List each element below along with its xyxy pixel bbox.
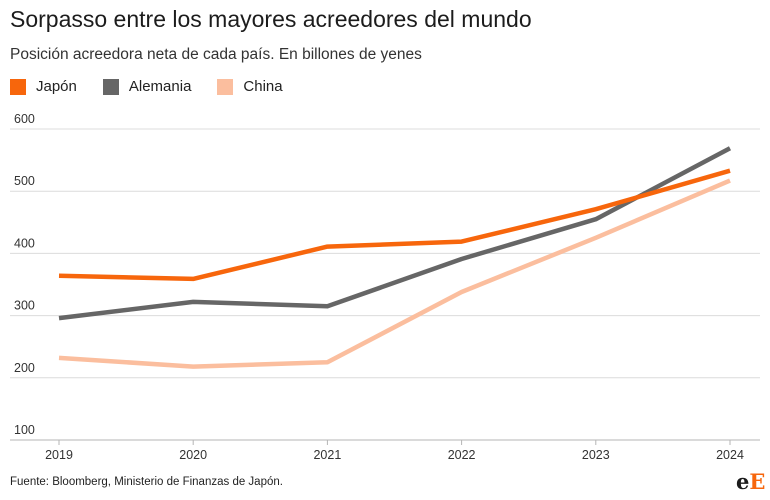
legend-item-china: China: [217, 78, 283, 95]
series-line-china: [58, 178, 731, 369]
logo-letter-E: E: [749, 469, 766, 494]
legend-label-japon: Japón: [36, 78, 77, 95]
publisher-logo: eE: [736, 469, 765, 494]
y-tick-label-100: 100: [14, 423, 35, 437]
x-tick-label-2024: 2024: [716, 448, 744, 462]
series-line-alemania: [58, 146, 732, 321]
x-tick-label-2020: 2020: [179, 448, 207, 462]
y-tick-label-500: 500: [14, 174, 35, 188]
legend-label-china: China: [243, 78, 283, 95]
logo-letter-e: e: [736, 469, 750, 494]
legend-swatch-china: [217, 78, 234, 95]
series-line-japon: [58, 168, 731, 282]
legend-label-alemania: Alemania: [128, 78, 192, 95]
chart-title: Sorpasso entre los mayores acreedores de…: [10, 6, 532, 32]
x-tick-label-2021: 2021: [313, 448, 341, 462]
legend-swatch-alemania: [102, 78, 119, 95]
source-note: Fuente: Bloomberg, Ministerio de Finanza…: [10, 476, 283, 488]
y-tick-label-600: 600: [14, 112, 35, 126]
x-tick-label-2023: 2023: [582, 448, 610, 462]
legend-item-alemania: Alemania: [102, 78, 192, 95]
legend: Japón Alemania China: [10, 78, 309, 95]
y-tick-label-200: 200: [14, 361, 35, 375]
y-tick-label-400: 400: [14, 236, 35, 250]
x-tick-label-2022: 2022: [448, 448, 476, 462]
legend-swatch-japon: [10, 78, 26, 95]
x-tick-label-2019: 2019: [45, 448, 73, 462]
y-tick-label-300: 300: [14, 299, 35, 313]
chart-subtitle: Posición acreedora neta de cada país. En…: [10, 46, 422, 63]
legend-item-japon: Japón: [10, 78, 77, 95]
